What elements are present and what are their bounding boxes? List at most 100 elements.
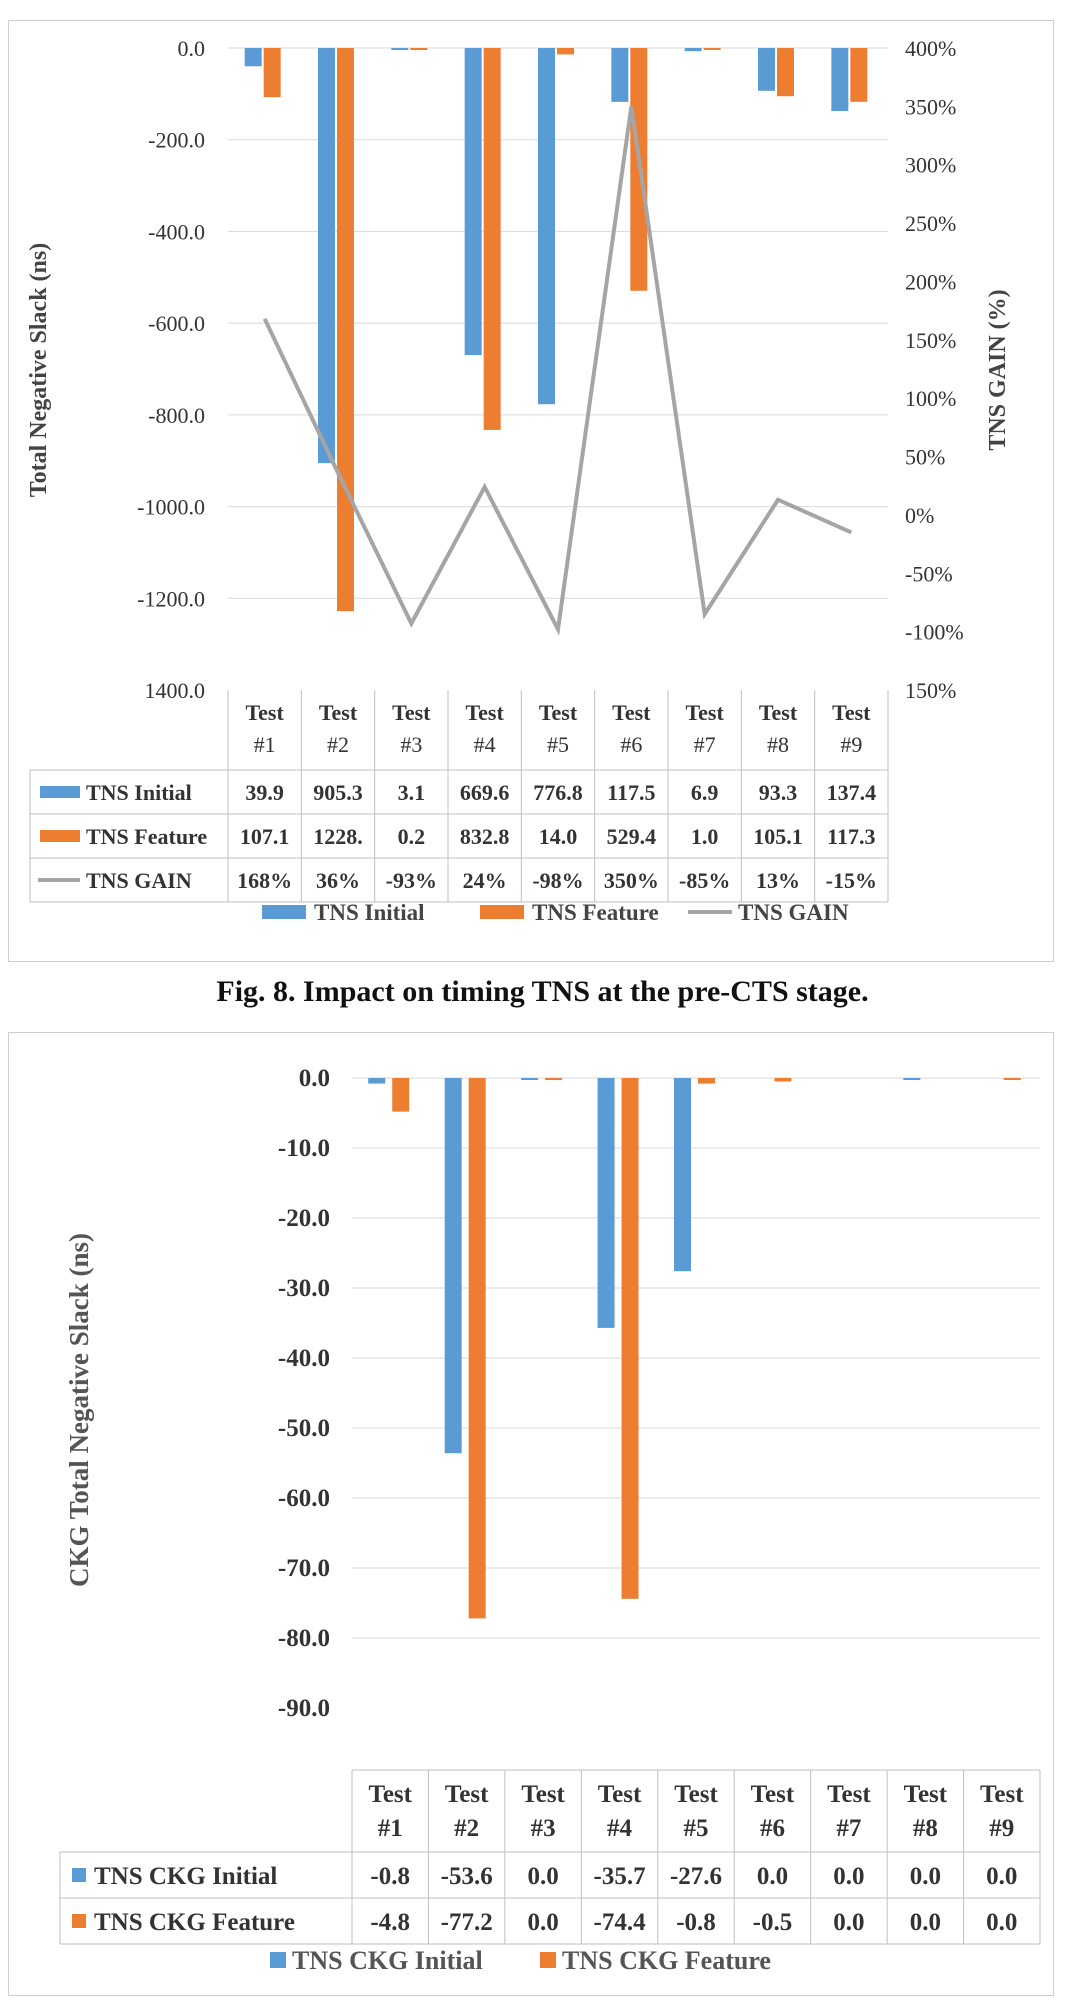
y-tick-label: 0.0	[178, 36, 206, 61]
tns-ckg-feature-bar	[468, 1078, 486, 1619]
tns-initial-bar	[611, 48, 629, 102]
data-label: 1.0	[691, 824, 719, 849]
y-tick-label: -20.0	[278, 1205, 330, 1232]
tns-feature-bar	[410, 48, 428, 50]
legend-key	[40, 786, 80, 798]
category-label: #1	[254, 732, 276, 757]
legend-label: TNS CKG Feature	[562, 1946, 771, 1975]
tns-initial-bar	[244, 48, 262, 67]
category-label: Test	[319, 700, 358, 725]
category-label: #9	[840, 732, 862, 757]
data-label: 529.4	[607, 824, 657, 849]
category-label: Test	[392, 700, 431, 725]
y2-tick-label: -50%	[905, 561, 953, 586]
table-row-label: TNS GAIN	[86, 868, 192, 893]
y-tick-label: -10.0	[278, 1135, 330, 1162]
legend-key	[40, 830, 80, 842]
y-axis-title: CKG Total Negative Slack (ns)	[64, 1233, 94, 1587]
data-label: 0.0	[986, 1863, 1017, 1890]
y-tick-label: -90.0	[278, 1695, 330, 1722]
y-tick-label: -80.0	[278, 1625, 330, 1652]
data-label: -77.2	[441, 1909, 493, 1936]
y-tick-label: -1200.0	[137, 586, 205, 611]
data-label: 350%	[604, 868, 659, 893]
figure2-chart: 0.0 -10.0 -20.0 -30.0 -40.0 -50.0 -60.0 -70.0 -8…	[59, 1065, 1041, 1975]
data-label: -0.5	[753, 1909, 793, 1936]
data-label: -15%	[826, 868, 877, 893]
y-tick-label: -50.0	[278, 1415, 330, 1442]
data-label: 13%	[756, 868, 800, 893]
y-tick-label: 1400.0	[145, 678, 206, 703]
category-label: #5	[684, 1815, 709, 1842]
tns-initial-bar	[464, 48, 482, 356]
tns-ckg-feature-bar	[698, 1078, 715, 1084]
y2-tick-label: 200%	[905, 269, 956, 294]
tns-ckg-initial-bar	[521, 1078, 539, 1080]
y-tick-label: -400.0	[148, 219, 205, 244]
data-label: 776.8	[533, 780, 583, 805]
tns-initial-bar	[391, 48, 409, 50]
category-label: #4	[607, 1815, 633, 1842]
figure2-frame	[8, 1032, 1054, 1996]
data-label: 0.0	[527, 1909, 558, 1936]
tns-ckg-feature-bar	[621, 1078, 639, 1599]
data-label: -0.8	[370, 1863, 410, 1890]
tns-ckg-feature-bar	[774, 1078, 792, 1082]
category-label: Test	[751, 1781, 795, 1808]
data-label: 24%	[463, 868, 507, 893]
tns-ckg-initial-bar	[444, 1078, 462, 1454]
legend-key	[270, 1952, 286, 1968]
tns-feature-bar	[483, 48, 501, 430]
category-label: Test	[612, 700, 651, 725]
category-label: Test	[686, 700, 725, 725]
tns-ckg-initial-bar	[597, 1078, 615, 1328]
category-label: Test	[521, 1781, 565, 1808]
data-label: -35.7	[594, 1863, 646, 1890]
category-label: Test	[368, 1781, 412, 1808]
data-label: 137.4	[827, 780, 877, 805]
category-label: Test	[827, 1781, 871, 1808]
y-axis-title: Total Negative Slack (ns)	[26, 243, 52, 497]
data-label: -4.8	[370, 1909, 410, 1936]
category-label: #7	[694, 732, 716, 757]
category-label: #6	[760, 1815, 785, 1842]
data-label: 0.0	[757, 1863, 788, 1890]
y2-tick-label: 50%	[905, 445, 945, 470]
figure1-frame	[8, 20, 1054, 962]
tns-feature-bar	[703, 48, 721, 50]
category-label: Test	[445, 1781, 489, 1808]
data-label: 905.3	[313, 780, 363, 805]
figure1-chart: 0.0 -200.0 -400.0 -600.0 -800.0 -1000.0 -1200.…	[26, 36, 1011, 925]
tns-gain-line	[262, 106, 853, 636]
data-label: 117.5	[607, 780, 655, 805]
legend-label: TNS CKG Initial	[292, 1946, 483, 1975]
data-label: -27.6	[670, 1863, 722, 1890]
data-label: 6.9	[691, 780, 719, 805]
data-label: 107.1	[240, 824, 290, 849]
tns-ckg-feature-bar	[392, 1078, 410, 1112]
data-label: 14.0	[539, 824, 578, 849]
category-label: #8	[767, 732, 789, 757]
category-label: #6	[620, 732, 642, 757]
legend-label: TNS Initial	[314, 900, 425, 925]
category-label: #3	[400, 732, 422, 757]
category-label: Test	[980, 1781, 1024, 1808]
table-row-label: TNS CKG Feature	[94, 1909, 295, 1936]
data-label: -74.4	[594, 1909, 647, 1936]
data-label: -93%	[386, 868, 437, 893]
y2-axis-title: TNS GAIN (%)	[985, 289, 1011, 450]
category-label: #4	[474, 732, 496, 757]
table-row-label: TNS Feature	[86, 824, 207, 849]
tns-feature-bar	[557, 48, 574, 55]
tns-initial-bar	[831, 48, 849, 112]
category-label: Test	[246, 700, 285, 725]
data-label: 0.0	[527, 1863, 558, 1890]
y-tick-label: -40.0	[278, 1345, 330, 1372]
data-label: 669.6	[460, 780, 510, 805]
tns-ckg-initial-bar	[903, 1078, 921, 1080]
category-label: Test	[674, 1781, 718, 1808]
category-label: Test	[832, 700, 871, 725]
category-label: Test	[904, 1781, 948, 1808]
tns-initial-bar	[684, 48, 702, 52]
category-label: Test	[598, 1781, 642, 1808]
